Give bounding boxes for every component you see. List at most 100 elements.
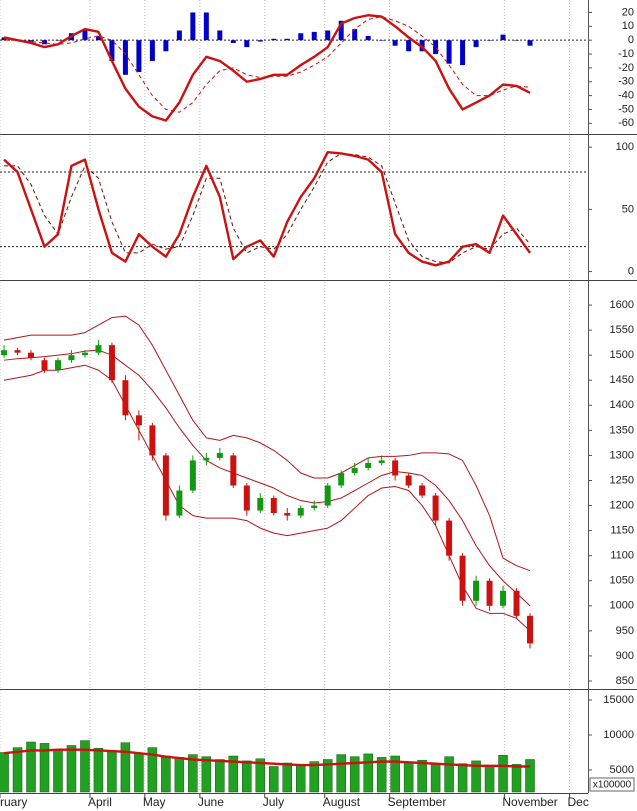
bar <box>298 33 304 41</box>
candle-body <box>432 495 439 521</box>
candle-body <box>486 580 493 606</box>
candle-body <box>230 455 237 486</box>
y-tick-label: -40 <box>618 90 634 102</box>
bar <box>511 764 522 793</box>
candle-body <box>28 352 35 358</box>
bar <box>255 758 266 793</box>
candle-body <box>81 352 88 356</box>
series-line <box>3 364 531 632</box>
y-tick-label: 950 <box>616 625 634 637</box>
series-line <box>4 16 531 113</box>
candle-body <box>122 380 129 416</box>
x-tick-label: Dec <box>568 795 589 809</box>
y-tick-label: 1000 <box>610 600 634 612</box>
y-tick-label: -20 <box>618 62 634 74</box>
candle-body <box>14 350 21 353</box>
y-tick-label: 900 <box>616 650 634 662</box>
bar <box>500 34 506 41</box>
bar <box>269 766 279 793</box>
y-tick-label: 1050 <box>610 575 634 587</box>
y-tick-label: 850 <box>616 675 634 687</box>
series-line <box>3 150 531 267</box>
x-tick-label: September <box>388 795 447 809</box>
bar <box>444 756 454 793</box>
candle-body <box>351 467 358 473</box>
y-tick-label: 50 <box>622 203 634 215</box>
bar <box>336 754 346 793</box>
bar <box>352 29 358 41</box>
candle-body <box>54 360 61 371</box>
candle-body <box>473 580 480 601</box>
bar <box>471 760 481 793</box>
bar <box>379 40 385 41</box>
y-tick-label: 100 <box>616 141 634 153</box>
bar <box>309 761 319 793</box>
bar <box>0 752 9 793</box>
candle-body <box>405 475 412 486</box>
bar <box>527 40 533 46</box>
bar <box>93 748 104 793</box>
bar <box>53 750 63 793</box>
bar <box>514 40 520 41</box>
candle-body <box>365 462 372 468</box>
y-tick-label: 0 <box>628 34 634 46</box>
candle-body <box>68 355 75 361</box>
y-tick-label: -50 <box>618 103 634 115</box>
candle-body <box>257 498 264 511</box>
x-tick-label: May <box>143 795 166 809</box>
bar <box>203 12 209 41</box>
x-tick-label: ruary <box>0 795 27 809</box>
bar <box>392 40 398 46</box>
candle-body <box>284 513 291 516</box>
bar <box>149 40 155 61</box>
candle-body <box>203 457 210 461</box>
candle-body <box>41 360 48 371</box>
bar <box>473 40 479 48</box>
bar <box>163 40 169 52</box>
bar <box>174 757 185 793</box>
y-tick-label: 1450 <box>610 374 634 386</box>
candle-body <box>243 485 250 511</box>
bar <box>257 40 263 42</box>
candle-body <box>297 508 304 516</box>
candle-body <box>108 345 115 381</box>
bar <box>1 37 7 41</box>
bar <box>228 755 239 793</box>
y-tick-label: 1200 <box>610 499 634 511</box>
bar <box>176 30 182 41</box>
x-tick-label: April <box>88 795 112 809</box>
y-tick-label: 20 <box>622 6 634 18</box>
y-tick-label: -10 <box>618 48 634 60</box>
bar <box>417 759 427 793</box>
y-tick-label: 15000 <box>603 694 634 706</box>
series-line <box>3 748 531 768</box>
bar <box>147 747 158 793</box>
unit-label: x100000 <box>593 780 632 791</box>
bar <box>322 759 333 793</box>
series-line <box>3 349 531 607</box>
bar <box>430 764 441 793</box>
candle-body <box>513 590 520 616</box>
bar <box>433 40 439 55</box>
y-tick-label: 1500 <box>610 349 634 361</box>
bar <box>365 36 371 41</box>
candle-body <box>1 350 8 356</box>
y-tick-label: 1350 <box>610 424 634 436</box>
candle-body <box>459 555 466 601</box>
bar <box>498 755 508 793</box>
y-tick-label: -60 <box>618 117 634 129</box>
bar <box>230 40 236 43</box>
bar <box>136 40 142 73</box>
candle-body <box>176 490 183 516</box>
y-tick-label: 5000 <box>610 764 634 776</box>
bar <box>161 755 171 793</box>
x-tick-label: July <box>263 795 284 809</box>
bar <box>525 759 535 793</box>
bar <box>271 38 277 41</box>
series-line <box>3 14 531 122</box>
y-tick-label: 1400 <box>610 399 634 411</box>
x-tick-label: November <box>502 795 557 809</box>
bar <box>134 752 144 793</box>
y-tick-label: 1300 <box>610 449 634 461</box>
